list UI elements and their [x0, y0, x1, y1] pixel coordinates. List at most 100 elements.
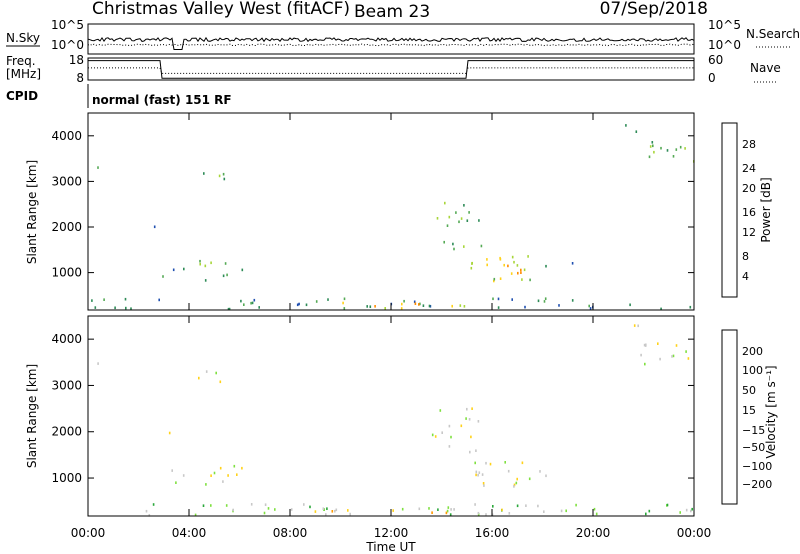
beam-label: Beam 23: [354, 2, 430, 22]
heatmap-cell: [465, 417, 467, 420]
power-cbar-tick: 16: [742, 206, 756, 219]
heatmap-cell: [666, 149, 669, 152]
heatmap-cell: [643, 343, 646, 347]
heatmap-cell: [468, 418, 471, 421]
freq-tick-top: 18: [69, 53, 84, 67]
heatmap-cell: [657, 342, 659, 345]
heatmap-cell: [648, 509, 651, 513]
nsearch-tick-top: 10^5: [708, 18, 741, 32]
heatmap-cell: [504, 461, 506, 464]
velocity-cbar-tick: 15: [742, 404, 756, 417]
heatmap-cell: [436, 217, 439, 220]
heatmap-cell: [459, 304, 462, 307]
power-y-label: Slant Range [km]: [25, 160, 39, 264]
heatmap-cell: [444, 201, 446, 205]
heatmap-cell: [679, 511, 681, 514]
heatmap-cell: [215, 371, 217, 375]
heatmap-cell: [448, 445, 451, 448]
nsky-tick-bottom: 10^0: [51, 38, 84, 52]
heatmap-cell: [130, 307, 132, 310]
heatmap-cell: [477, 511, 480, 515]
heatmap-cell: [690, 509, 692, 513]
heatmap-cell: [309, 505, 311, 509]
heatmap-cell: [314, 510, 317, 513]
heatmap-cell: [171, 469, 173, 472]
heatmap-cell: [325, 513, 327, 516]
power-cbar-tick: 12: [742, 226, 756, 239]
heatmap-cell: [629, 303, 631, 307]
heatmap-cell: [521, 278, 523, 281]
heatmap-cell: [470, 435, 472, 439]
power-y-axis: 4000 3000 2000 1000: [51, 129, 694, 280]
freq-trace: [88, 60, 694, 79]
velocity-cbar-tick: −50: [742, 441, 765, 454]
x-tick-label: 08:00: [273, 526, 308, 540]
heatmap-cell: [431, 511, 433, 514]
y-tick-label: 3000: [51, 174, 82, 188]
heatmap-cell: [565, 509, 567, 513]
heatmap-cell: [241, 466, 243, 470]
heatmap-cell: [227, 474, 229, 477]
heatmap-cell: [449, 513, 452, 516]
velocity-cbar-tick: 50: [742, 384, 756, 397]
x-tick-label: 00:00: [71, 526, 106, 540]
heatmap-cell: [448, 424, 451, 428]
cpid-label: CPID: [6, 89, 38, 103]
heatmap-cell: [418, 507, 421, 511]
heatmap-cell: [685, 508, 688, 512]
heatmap-cell: [477, 473, 479, 477]
heatmap-cell: [175, 481, 177, 484]
heatmap-cell: [114, 306, 116, 310]
heatmap-cell: [264, 503, 267, 506]
heatmap-cell: [450, 508, 452, 511]
freq-panel: Freq. [MHz] 18 8 60 0 Nave: [6, 53, 781, 85]
heatmap-cell: [475, 449, 477, 452]
station-title: Christmas Valley West (fitACF): [92, 0, 350, 19]
heatmap-cell: [366, 305, 368, 308]
heatmap-cell: [274, 508, 276, 511]
power-cbar-tick: 28: [742, 138, 756, 151]
heatmap-cell: [451, 304, 453, 308]
nsky-panel-frame: [87, 23, 695, 55]
heatmap-cell: [349, 512, 351, 516]
heatmap-cell: [527, 255, 529, 258]
heatmap-cell: [659, 357, 661, 361]
freq-panel-frame: [87, 57, 695, 81]
heatmap-cell: [455, 211, 457, 214]
heatmap-cell: [369, 305, 372, 308]
heatmap-cell: [474, 503, 476, 506]
cpid-text: normal (fast) 151 RF: [92, 93, 232, 107]
power-plot-background: [88, 113, 694, 310]
heatmap-cell: [158, 298, 160, 302]
heatmap-cell: [91, 299, 93, 302]
heatmap-cell: [347, 509, 349, 512]
heatmap-cell: [466, 219, 469, 222]
power-cbar-label: Power [dB]: [759, 177, 773, 242]
heatmap-cell: [648, 155, 651, 159]
heatmap-cell: [232, 508, 234, 512]
heatmap-cell: [199, 259, 201, 263]
heatmap-cell: [645, 512, 647, 516]
heatmap-cell: [525, 504, 527, 507]
y-tick-label: 2000: [51, 220, 82, 234]
heatmap-cell: [443, 240, 445, 244]
heatmap-cell: [240, 299, 242, 303]
heatmap-cell: [666, 503, 669, 507]
heatmap-cell: [588, 304, 590, 308]
heatmap-cell: [571, 262, 574, 265]
heatmap-cell: [475, 470, 478, 474]
heatmap-cell: [475, 473, 477, 477]
heatmap-cell: [343, 307, 346, 310]
heatmap-cell: [374, 305, 376, 308]
heatmap-cell: [463, 305, 466, 308]
power-colorbar-frame: [721, 122, 738, 298]
velocity-y-axis: 4000 3000 2000 1000: [51, 332, 694, 485]
heatmap-cell: [103, 298, 105, 301]
velocity-cbar-tick: 200: [742, 345, 763, 358]
heatmap-cell: [684, 147, 686, 150]
nsearch-tick-bottom: 10^0: [708, 38, 741, 52]
heatmap-cell: [501, 508, 503, 512]
heatmap-cell: [649, 145, 652, 148]
heatmap-cell: [448, 215, 451, 219]
heatmap-cell: [236, 473, 238, 476]
